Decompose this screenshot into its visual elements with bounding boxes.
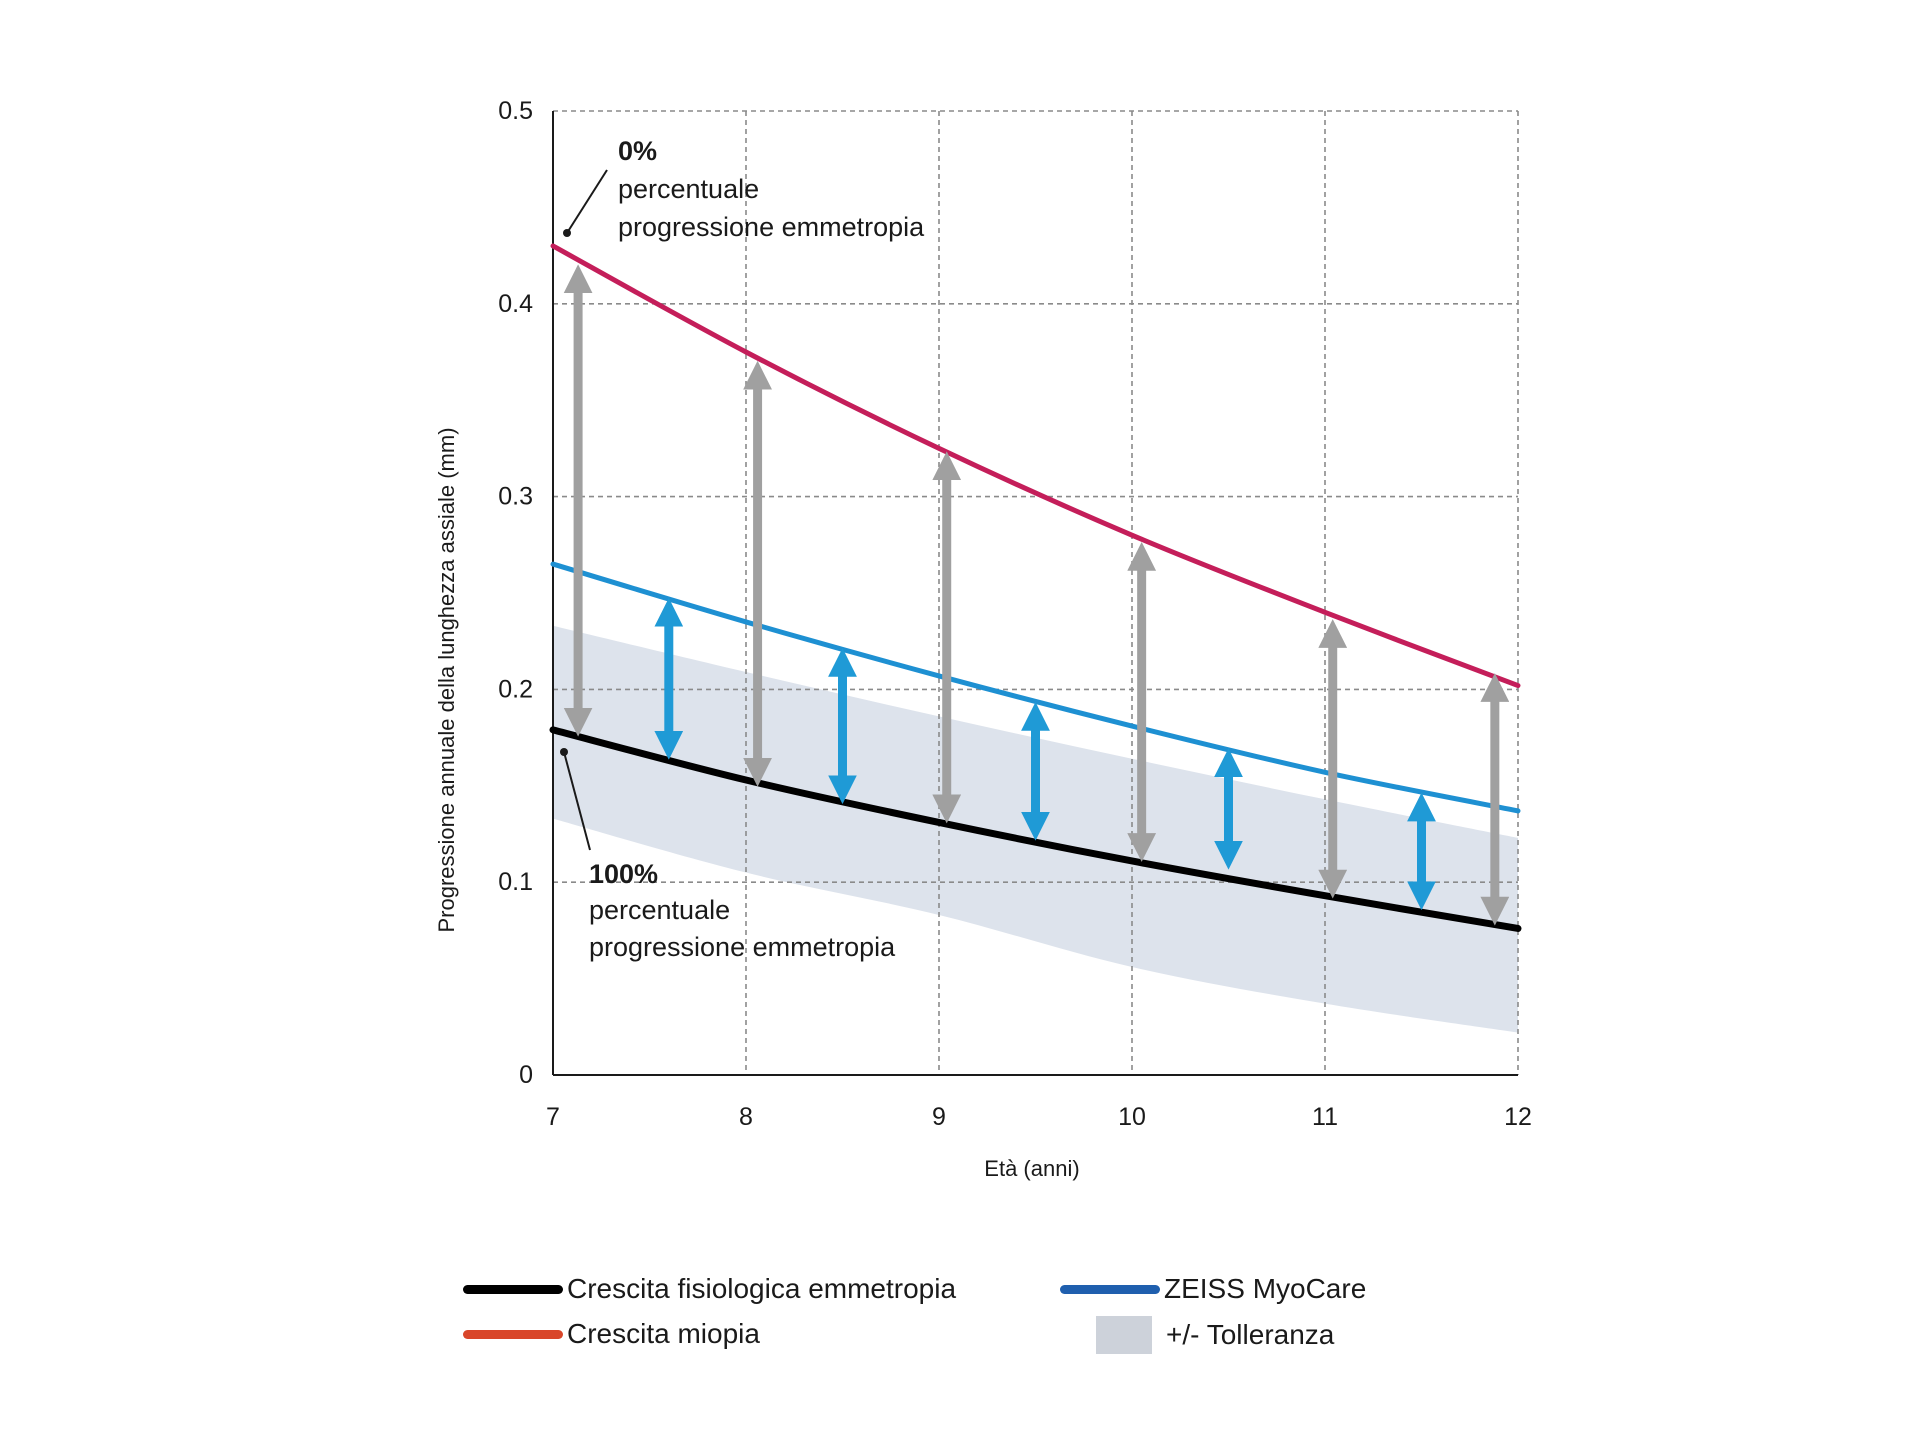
legend-item-tolleranza: +/- Tolleranza — [1078, 1316, 1334, 1354]
tick-layer: 7 8 9 10 11 12 0 0.1 0.2 0.3 0.4 0.5 — [498, 97, 1532, 1131]
x-tick-label: 8 — [739, 1103, 753, 1131]
annotation-0-line1: percentuale — [618, 174, 759, 204]
arrow-layer — [563, 264, 1510, 926]
legend-swatch-tolleranza — [1096, 1316, 1152, 1354]
annotation-0-bold: 0% — [618, 136, 657, 166]
annotation-0-line2: progressione emmetropia — [618, 212, 925, 242]
x-tick-label: 11 — [1312, 1103, 1338, 1131]
chart: 7 8 9 10 11 12 0 0.1 0.2 0.3 0.4 0.5 Età (anni) Pro… — [434, 97, 1532, 1181]
annotation-100-line2: progressione emmetropia — [589, 932, 896, 962]
annotation-0-leader — [566, 169, 608, 234]
legend-label-emmetropia: Crescita fisiologica emmetropia — [567, 1273, 957, 1304]
x-tick-label: 7 — [546, 1103, 560, 1131]
x-tick-label: 9 — [932, 1103, 946, 1131]
tolerance-band — [553, 625, 1518, 1033]
x-axis-label: Età (anni) — [984, 1156, 1079, 1181]
annotation-100-line1: percentuale — [589, 895, 730, 925]
annotation-100-percent: 100% percentuale progressione emmetropia — [560, 748, 896, 962]
y-tick-label: 0.4 — [498, 290, 533, 318]
y-tick-label: 0.1 — [498, 868, 533, 896]
legend-swatch-myocare — [1060, 1284, 1160, 1294]
legend-label-tolleranza: +/- Tolleranza — [1166, 1319, 1335, 1350]
x-tick-label: 10 — [1118, 1103, 1146, 1131]
y-tick-label: 0.2 — [498, 675, 533, 703]
annotation-0-percent: 0% percentuale progressione emmetropia — [563, 136, 925, 242]
legend-item-myocare: ZEISS MyoCare — [1060, 1273, 1366, 1305]
series-line-2 — [550, 561, 1521, 814]
series-line-1 — [550, 243, 1521, 689]
y-tick-label: 0.5 — [498, 97, 533, 125]
y-tick-label: 0 — [519, 1061, 533, 1089]
annotation-100-leader — [563, 751, 591, 851]
y-axis-label: Progressione annuale della lunghezza ass… — [434, 427, 459, 932]
annotation-100-bold: 100% — [589, 859, 658, 889]
annotation-0-dot — [563, 229, 571, 237]
legend-item-miopia: Crescita miopia — [463, 1318, 760, 1350]
axes-layer — [552, 111, 1518, 1076]
legend-item-emmetropia: Crescita fisiologica emmetropia — [463, 1273, 956, 1305]
legend-label-myocare: ZEISS MyoCare — [1164, 1273, 1367, 1304]
legend-swatch-emmetropia — [463, 1284, 563, 1294]
annotation-100-dot — [560, 748, 568, 756]
x-tick-label: 12 — [1504, 1103, 1532, 1131]
tolerance-band-layer — [553, 625, 1518, 1033]
y-tick-label: 0.3 — [498, 483, 533, 511]
legend-label-miopia: Crescita miopia — [567, 1318, 760, 1349]
legend-swatch-miopia — [463, 1329, 563, 1339]
